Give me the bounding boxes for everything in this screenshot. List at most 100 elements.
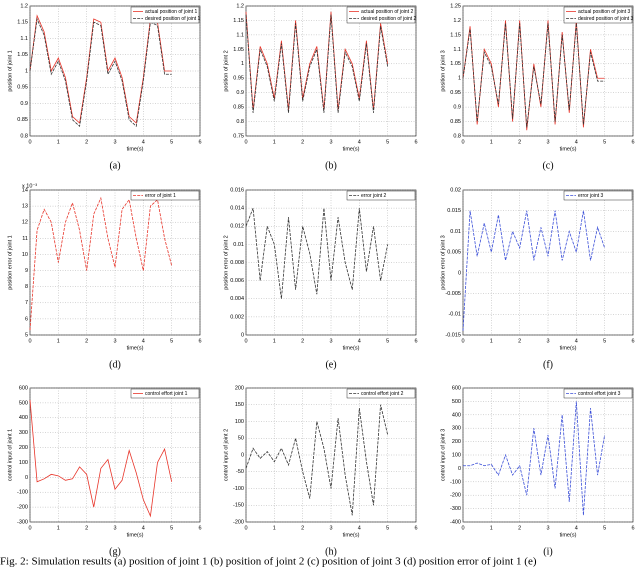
y-tick-label: 50 (238, 436, 244, 442)
y-tick-label: 1 (25, 68, 28, 74)
y-tick-label: 500 (452, 399, 461, 405)
x-tick-label: 2 (85, 139, 88, 145)
series-line (462, 23, 605, 128)
x-tick-label: 1 (490, 338, 493, 344)
x-tick-label: 2 (518, 139, 521, 145)
subplot-label: (d) (109, 359, 121, 370)
y-tick-label: 100 (19, 460, 28, 466)
y-tick-label: 1 (241, 61, 244, 67)
y-axis-label: position of joint 2 (223, 50, 229, 91)
x-tick-label: 0 (461, 338, 464, 344)
x-tick-label: 0 (461, 525, 464, 531)
y-tick-label: -0.005 (445, 291, 461, 297)
legend-box (130, 388, 200, 399)
y-tick-label: 1 (458, 76, 461, 82)
legend-box (346, 190, 416, 201)
y-tick-label: 0.95 (233, 76, 244, 82)
subplot: 0 1 2 3 4 5 6 0.8 0.85 0.9 0.95 1 1.05 1.1 1.15 1.2 time… (7, 3, 201, 171)
x-tick-label: 3 (546, 338, 549, 344)
y-tick-label: 500 (19, 400, 28, 406)
y-tick-label: -100 (450, 479, 461, 485)
y-tick-label: 1.05 (233, 47, 244, 53)
y-tick-label: 0.012 (230, 224, 244, 230)
y-tick-label: 1.1 (453, 47, 461, 53)
x-tick-label: 0 (461, 139, 464, 145)
y-tick-label: 0.004 (230, 296, 244, 302)
y-tick-label: 0.8 (236, 119, 244, 125)
x-axis-label: time(s) (343, 345, 360, 351)
y-tick-label: 0.95 (450, 90, 461, 96)
subplot-label: (e) (325, 359, 336, 370)
x-tick-label: 6 (198, 525, 201, 531)
x-axis-label: time(s) (343, 146, 360, 152)
y-tick-label: 0.85 (17, 117, 28, 123)
x-tick-label: 2 (301, 338, 304, 344)
x-tick-label: 6 (198, 338, 201, 344)
subplot: 0 1 2 3 4 5 6 -0.015 -0.01 -0.005 0 0.005 0.01 0.015 0… (440, 187, 634, 370)
y-tick-label: 0.02 (450, 187, 461, 193)
y-axis-label: position error of joint 1 (7, 235, 13, 289)
x-tick-label: 3 (113, 139, 116, 145)
y-tick-label: 0.01 (450, 229, 461, 235)
y-tick-label: -50 (236, 469, 244, 475)
subplot-label: (h) (325, 546, 337, 557)
x-tick-label: 6 (631, 525, 634, 531)
y-tick-label: 1.2 (20, 3, 28, 9)
y-tick-label: 6 (25, 316, 28, 322)
legend-label: error joint 3 (578, 193, 604, 199)
legend-box (563, 6, 633, 24)
legend-label: control effort joint 3 (578, 391, 621, 397)
x-tick-label: 0 (244, 525, 247, 531)
legend-label: desired position of joint 2 (361, 16, 417, 22)
y-tick-label: -200 (233, 519, 244, 525)
x-tick-label: 2 (518, 525, 521, 531)
x-tick-label: 2 (85, 338, 88, 344)
x-tick-label: 4 (575, 338, 578, 344)
x-axis-label: time(s) (127, 532, 144, 538)
x-tick-label: 3 (546, 525, 549, 531)
y-tick-label: -0.01 (448, 312, 461, 318)
x-tick-label: 5 (170, 525, 173, 531)
y-axis-label: position of joint 3 (440, 50, 446, 91)
subplot-label: (b) (325, 160, 337, 171)
x-tick-label: 1 (57, 525, 60, 531)
x-tick-label: 5 (170, 338, 173, 344)
y-axis-label: control input of joint 2 (223, 429, 229, 481)
y-tick-label: 1.2 (453, 18, 461, 24)
x-tick-label: 6 (414, 139, 417, 145)
y-tick-label: 1.1 (20, 36, 28, 42)
subplot-label: (g) (109, 546, 121, 557)
x-tick-label: 1 (273, 139, 276, 145)
x-tick-label: 4 (358, 338, 361, 344)
legend-box (563, 388, 633, 399)
x-tick-label: 4 (142, 338, 145, 344)
y-tick-label: 400 (19, 415, 28, 421)
series-line (245, 404, 389, 516)
y-tick-label: -100 (233, 486, 244, 492)
x-axis-label: time(s) (343, 532, 360, 538)
y-tick-label: 0.006 (230, 278, 244, 284)
y-tick-label: 200 (19, 445, 28, 451)
y-tick-label: 0.008 (230, 260, 244, 266)
subplot: 0 1 2 3 4 5 6 0.75 0.8 0.85 0.9 0.95 1 1.05 1.1 1.15 1.2… (223, 3, 417, 171)
y-tick-label: 0 (458, 270, 461, 276)
y-tick-label: 5 (25, 332, 28, 338)
y-tick-label: 13 (22, 204, 28, 210)
y-tick-label: 0.95 (17, 85, 28, 91)
y-tick-label: 0.9 (453, 105, 461, 111)
x-tick-label: 6 (414, 338, 417, 344)
x-tick-label: 5 (386, 139, 389, 145)
x-tick-label: 4 (142, 139, 145, 145)
caption: Fig. 2: Simulation results (a) position … (0, 556, 537, 568)
legend-box (346, 388, 416, 399)
y-axis-label: control input of joint 1 (7, 429, 13, 481)
y-tick-label: 0.016 (230, 187, 244, 193)
series-line (29, 196, 173, 331)
x-tick-label: 0 (28, 139, 31, 145)
y-tick-label: 1.25 (450, 3, 461, 9)
y-tick-label: -150 (233, 503, 244, 509)
subplot: 0 1 2 3 4 5 6 -300 -200 -100 0 100 200 300 400 500 600 ti… (7, 385, 201, 557)
subplot-label: (c) (542, 160, 553, 171)
y-tick-label: 600 (19, 385, 28, 391)
y-tick-label: 8 (25, 284, 28, 290)
